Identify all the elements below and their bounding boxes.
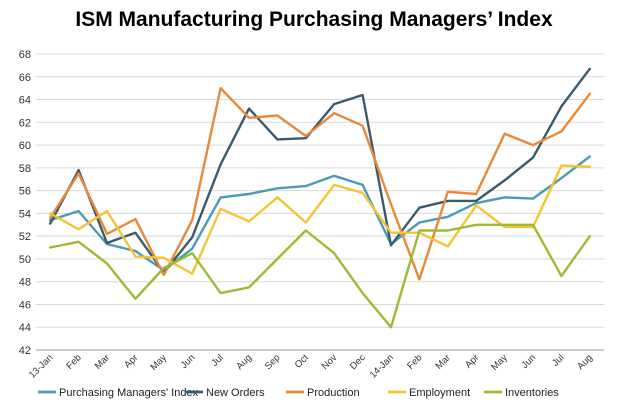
x-tick-label: 13-Jan <box>27 352 55 380</box>
series-line-1 <box>49 155 591 272</box>
y-tick-label: 44 <box>19 322 31 334</box>
legend-label: Inventories <box>505 387 559 399</box>
x-tick-label: Sep <box>263 352 283 372</box>
x-tick-label: Mar <box>434 352 453 371</box>
y-tick-label: 48 <box>19 277 31 289</box>
x-tick-label: Nov <box>320 352 340 372</box>
y-tick-label: 62 <box>19 117 31 129</box>
y-tick-label: 42 <box>19 345 31 357</box>
x-tick-label: Mar <box>93 352 112 371</box>
y-tick-label: 50 <box>19 254 31 266</box>
series-line-4 <box>49 164 591 275</box>
x-tick-label: Jun <box>520 352 539 371</box>
x-tick-label: Apr <box>122 352 140 370</box>
chart-title: ISM Manufacturing Purchasing Managers’ I… <box>75 8 553 31</box>
x-tick-label: Apr <box>463 352 481 370</box>
x-tick-label: Jul <box>209 352 225 368</box>
y-tick-label: 58 <box>19 163 31 175</box>
x-tick-label: Oct <box>293 352 311 370</box>
y-tick-label: 52 <box>19 231 31 243</box>
legend-label: Employment <box>409 387 470 399</box>
x-tick-label: Aug <box>575 352 595 372</box>
y-tick-label: 64 <box>19 95 31 107</box>
series-line-2 <box>49 67 591 274</box>
y-tick-label: 56 <box>19 186 31 198</box>
x-tick-label: Feb <box>64 352 83 371</box>
legend-label: New Orders <box>206 387 265 399</box>
x-tick-label: Jun <box>179 352 198 371</box>
x-tick-label: Jul <box>550 352 566 368</box>
x-tick-label: May <box>489 352 510 373</box>
y-tick-label: 60 <box>19 140 31 152</box>
x-tick-label: Feb <box>405 352 424 371</box>
x-tick-label: 14-Jan <box>368 352 396 380</box>
series-line-3 <box>49 86 591 281</box>
series-line-5 <box>49 223 591 329</box>
legend-label: Production <box>307 387 360 399</box>
x-tick-label: Aug <box>234 352 254 372</box>
legend-label: Purchasing Managers' Index <box>59 387 199 399</box>
x-tick-label: Dec <box>348 352 368 372</box>
x-tick-label: May <box>148 352 169 373</box>
y-tick-label: 54 <box>19 208 31 220</box>
y-tick-label: 68 <box>19 49 31 61</box>
y-tick-label: 66 <box>19 72 31 84</box>
y-tick-label: 46 <box>19 299 31 311</box>
